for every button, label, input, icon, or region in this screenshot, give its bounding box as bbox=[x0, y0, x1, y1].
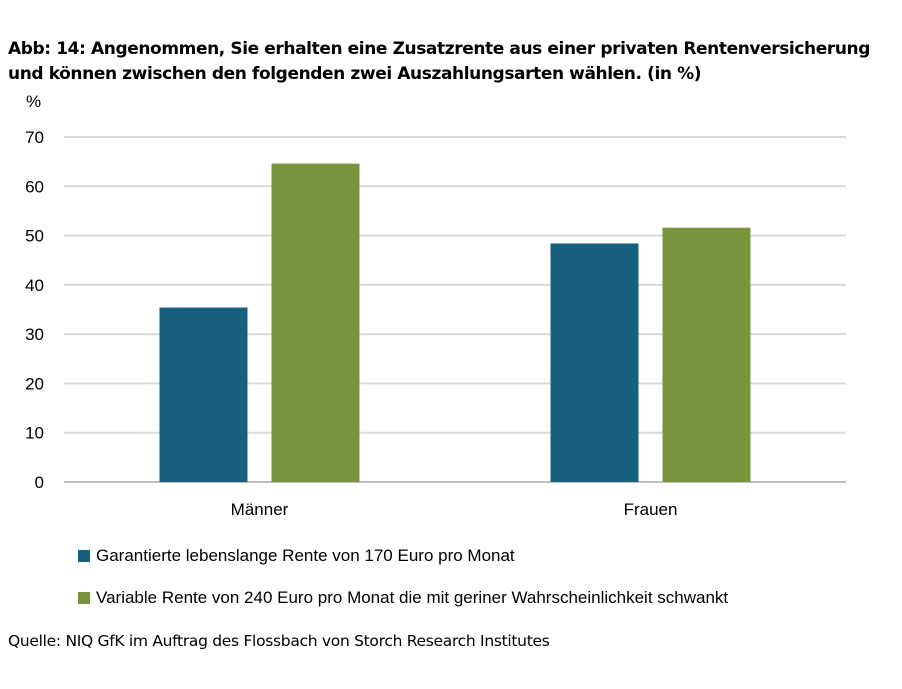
bar bbox=[160, 308, 248, 482]
legend-label: Variable Rente von 240 Euro pro Monat di… bbox=[96, 588, 728, 608]
x-tick-label: Männer bbox=[231, 500, 289, 519]
y-tick-label: 70 bbox=[25, 128, 44, 147]
x-tick-label: Frauen bbox=[624, 500, 678, 519]
legend-item-1: Variable Rente von 240 Euro pro Monat di… bbox=[78, 588, 728, 608]
y-tick-label: 50 bbox=[25, 227, 44, 246]
legend-swatch bbox=[78, 550, 90, 562]
y-tick-label: 30 bbox=[25, 325, 44, 344]
source-note: Quelle: NIQ GfK im Auftrag des Flossbach… bbox=[8, 632, 550, 650]
bar bbox=[272, 164, 360, 482]
legend-swatch bbox=[78, 592, 90, 604]
bar bbox=[551, 243, 639, 482]
y-tick-label: 40 bbox=[25, 276, 44, 295]
y-tick-label: 20 bbox=[25, 374, 44, 393]
bar bbox=[663, 228, 751, 482]
y-tick-label: 0 bbox=[35, 473, 44, 492]
legend-item-0: Garantierte lebenslange Rente von 170 Eu… bbox=[78, 546, 515, 566]
y-tick-label: 10 bbox=[25, 424, 44, 443]
y-tick-label: 60 bbox=[25, 177, 44, 196]
legend-label: Garantierte lebenslange Rente von 170 Eu… bbox=[96, 546, 515, 566]
